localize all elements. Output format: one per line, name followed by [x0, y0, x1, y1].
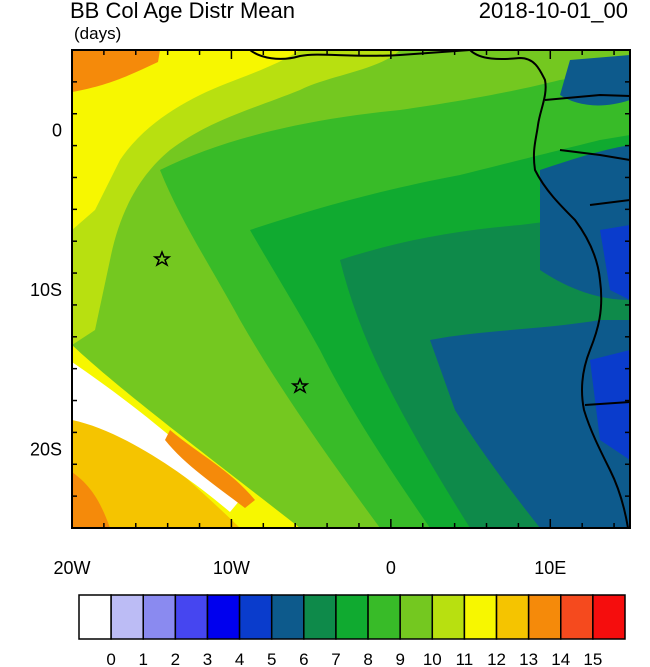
colorbar-label: 2 [171, 650, 180, 667]
colorbar-label: 14 [551, 650, 570, 667]
colorbar-label: 12 [487, 650, 506, 667]
x-tick-label: 0 [386, 558, 396, 578]
colorbar-label: 11 [456, 650, 474, 667]
colorbar-swatch [399, 594, 434, 640]
colorbar-swatch [78, 594, 112, 640]
colorbar-swatch [206, 594, 241, 640]
colorbar-swatch [560, 594, 594, 640]
colorbar-swatch [527, 594, 562, 640]
colorbar-label: 8 [363, 650, 372, 667]
map-frame [71, 49, 631, 529]
marker-layer [152, 249, 310, 394]
tick-marks [71, 49, 630, 529]
colorbar-label: 6 [299, 650, 308, 667]
colorbar-label: 4 [235, 650, 244, 667]
colorbar-label: 0 [106, 650, 115, 667]
colorbar-label: 15 [583, 650, 602, 667]
colorbar-swatch [110, 594, 144, 640]
colorbar-label: 7 [331, 650, 340, 667]
colorbar-swatch [303, 594, 337, 640]
colorbar-labels: 0 1 2 3 4 5 6 7 8 9 10 11 12 13 14 15 [106, 650, 602, 667]
timestamp-label: 2018-10-01_00 [478, 0, 628, 23]
colorbar-label: 3 [203, 650, 212, 667]
colorbar-swatch [463, 594, 498, 640]
plot-title: BB Col Age Distr Mean [70, 0, 295, 23]
units-label: (days) [74, 24, 122, 43]
x-tick-label: 10E [534, 558, 566, 578]
y-tick-label: 10S [30, 280, 62, 300]
colorbar-label: 10 [423, 650, 442, 667]
colorbar-swatch [495, 594, 530, 640]
colorbar-swatch [270, 594, 305, 640]
colorbar-label: 9 [395, 650, 404, 667]
colorbar-swatch [238, 594, 273, 640]
age-field [72, 50, 630, 528]
colorbar-swatch [592, 594, 626, 640]
star-marker-2 [290, 376, 310, 394]
colorbar [78, 594, 626, 640]
y-tick-label: 20S [30, 439, 62, 459]
colorbar-swatch [174, 594, 209, 640]
x-tick-label: 10W [213, 558, 250, 578]
colorbar-label: 5 [267, 650, 276, 667]
colorbar-label: 1 [139, 650, 148, 667]
colorbar-swatch [335, 594, 369, 640]
colorbar-swatch [367, 594, 401, 640]
y-tick-labels: 0 10S 20S [30, 121, 62, 460]
x-tick-label: 20W [53, 558, 90, 578]
x-tick-labels: 20W 10W 0 10E [53, 558, 566, 578]
y-tick-label: 0 [52, 121, 62, 141]
colorbar-label: 13 [519, 650, 538, 667]
coastline [249, 50, 630, 528]
colorbar-swatch [431, 594, 466, 640]
star-marker-1 [152, 249, 172, 267]
colorbar-swatch [142, 594, 177, 640]
